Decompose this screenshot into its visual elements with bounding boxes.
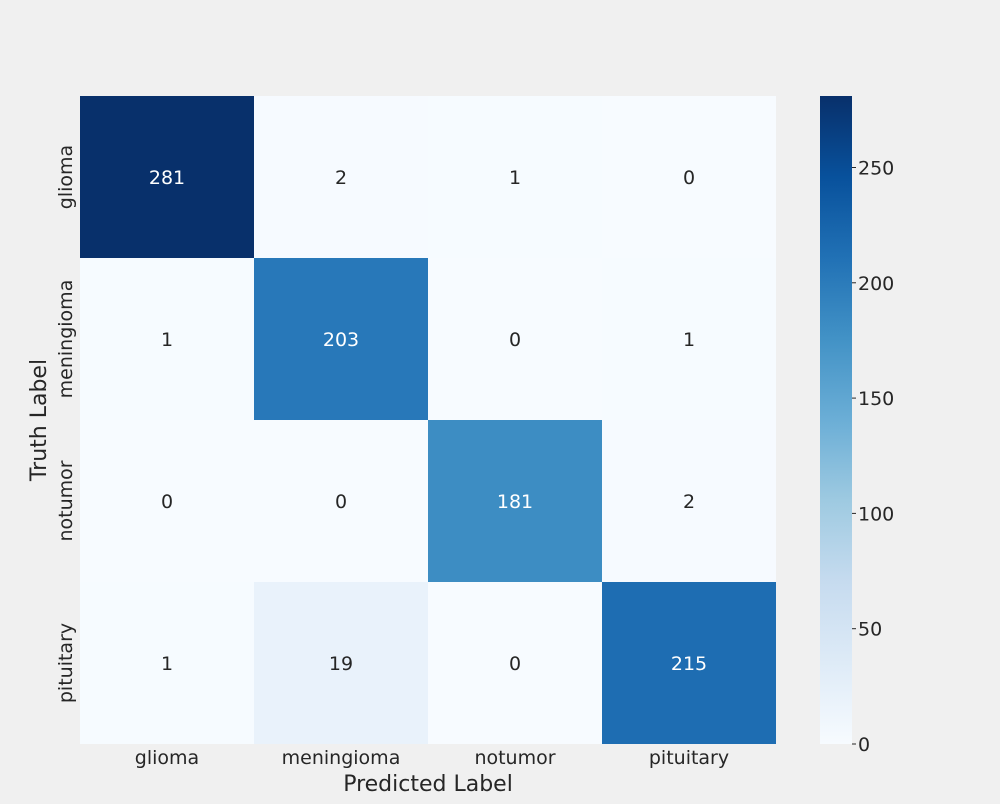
x-tick-label-notumor: notumor <box>474 747 555 769</box>
heatmap-cell-pituitary-pituitary <box>602 582 776 744</box>
heatmap-cell-glioma-meningioma <box>254 96 428 258</box>
x-tick-label-meningioma: meningioma <box>282 747 401 769</box>
colorbar <box>820 96 852 744</box>
colorbar-tick-label-250: 250 <box>858 157 894 179</box>
heatmap-cell-glioma-notumor <box>428 96 602 258</box>
cell-value-glioma-glioma: 281 <box>149 167 185 189</box>
colorbar-tick-label-150: 150 <box>858 388 894 410</box>
colorbar-tick-label-100: 100 <box>858 503 894 525</box>
heatmap-cell-glioma-pituitary <box>602 96 776 258</box>
cell-value-notumor-meningioma: 0 <box>335 491 347 513</box>
heatmap-cell-notumor-pituitary <box>602 420 776 582</box>
cell-annotations: 281 2 1 0 1 203 0 1 0 0 181 2 1 19 0 215 <box>149 167 707 675</box>
x-tick-labels: glioma meningioma notumor pituitary <box>135 747 729 769</box>
cell-value-meningioma-pituitary: 1 <box>683 329 695 351</box>
x-tick-label-pituitary: pituitary <box>649 747 729 769</box>
y-tick-labels: glioma meningioma notumor pituitary <box>55 145 77 703</box>
x-tick-label-glioma: glioma <box>135 747 199 769</box>
colorbar-tick-label-0: 0 <box>858 734 870 756</box>
colorbar-tick-labels: 0 50 100 150 200 250 <box>852 157 894 756</box>
heatmap-cell-notumor-meningioma <box>254 420 428 582</box>
cell-value-meningioma-glioma: 1 <box>161 329 173 351</box>
y-tick-label-pituitary: pituitary <box>55 623 77 703</box>
cell-value-glioma-pituitary: 0 <box>683 167 695 189</box>
cell-value-glioma-meningioma: 2 <box>335 167 347 189</box>
cell-value-meningioma-notumor: 0 <box>509 329 521 351</box>
cell-value-notumor-pituitary: 2 <box>683 491 695 513</box>
cell-value-pituitary-pituitary: 215 <box>671 653 707 675</box>
y-tick-label-meningioma: meningioma <box>55 280 77 399</box>
heatmap-cell-meningioma-pituitary <box>602 258 776 420</box>
cell-value-pituitary-meningioma: 19 <box>329 653 353 675</box>
cell-value-glioma-notumor: 1 <box>509 167 521 189</box>
heatmap-cell-notumor-notumor <box>428 420 602 582</box>
heatmap-cells <box>80 96 776 744</box>
y-tick-label-glioma: glioma <box>55 145 77 209</box>
heatmap-cell-pituitary-glioma <box>80 582 254 744</box>
heatmap-cell-pituitary-meningioma <box>254 582 428 744</box>
y-tick-label-notumor: notumor <box>55 460 77 541</box>
cell-value-pituitary-glioma: 1 <box>161 653 173 675</box>
heatmap-cell-meningioma-meningioma <box>254 258 428 420</box>
cell-value-notumor-notumor: 181 <box>497 491 533 513</box>
heatmap-cell-meningioma-notumor <box>428 258 602 420</box>
colorbar-tick-label-200: 200 <box>858 273 894 295</box>
heatmap-cell-notumor-glioma <box>80 420 254 582</box>
cell-value-meningioma-meningioma: 203 <box>323 329 359 351</box>
x-axis-label: Predicted Label <box>343 772 513 797</box>
heatmap-cell-glioma-glioma <box>80 96 254 258</box>
heatmap-cell-pituitary-notumor <box>428 582 602 744</box>
y-axis-label: Truth Label <box>27 359 52 482</box>
cell-value-pituitary-notumor: 0 <box>509 653 521 675</box>
colorbar-tick-label-50: 50 <box>858 619 882 641</box>
heatmap-cell-meningioma-glioma <box>80 258 254 420</box>
cell-value-notumor-glioma: 0 <box>161 491 173 513</box>
